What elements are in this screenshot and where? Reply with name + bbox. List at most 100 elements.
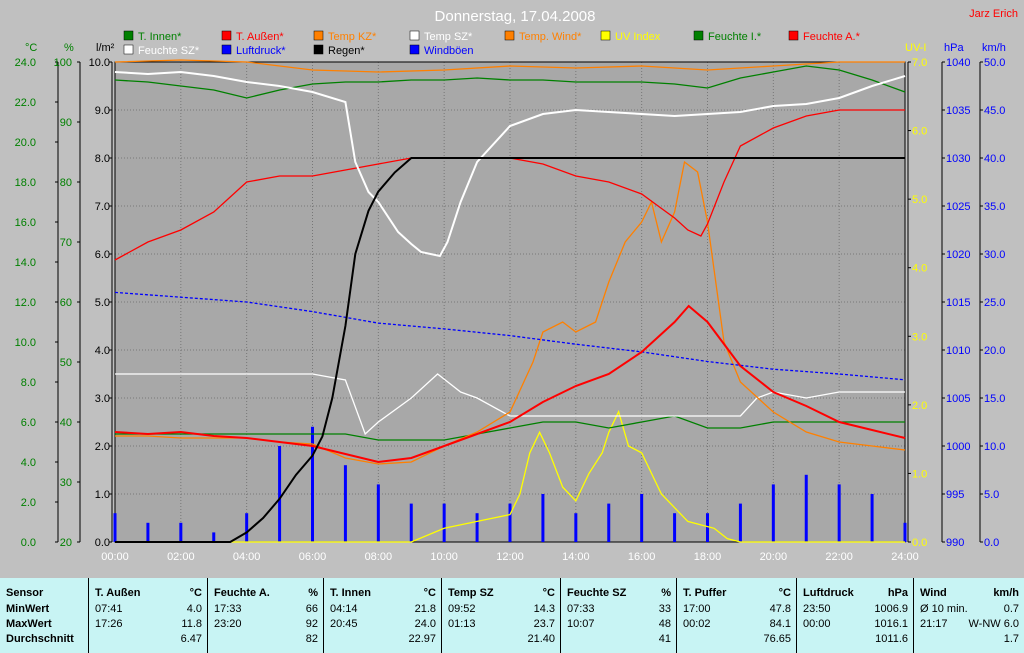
stats-row: MinWert <box>0 602 88 617</box>
stats-cell: 6.47 <box>180 633 202 645</box>
tick-label: 20.0 <box>984 345 1005 357</box>
weather-chart: Donnerstag, 17.04.2008 Jarz Erich T. Inn… <box>14 8 1018 563</box>
tick-label: 12.0 <box>15 297 36 309</box>
stats-cell: 07:33 <box>567 603 595 615</box>
wind-gust-bar <box>475 513 479 542</box>
tick-label: 50 <box>60 357 72 369</box>
stats-cell: 22.97 <box>408 633 436 645</box>
stats-row: 23:20 92 <box>208 617 324 632</box>
tick-label: 4.0 <box>21 457 36 469</box>
tick-label: 1030 <box>946 153 970 165</box>
axis-unit: °C <box>25 42 37 54</box>
stats-row: 01:13 23.7 <box>442 617 561 632</box>
tick-label: 30.0 <box>984 249 1005 261</box>
stats-cell: 48 <box>658 618 671 630</box>
stats-cell: Sensor <box>6 587 44 599</box>
stats-column: Feuchte A.% 17:33 66 23:20 92 82 <box>207 578 324 653</box>
tick-label: 0.0 <box>912 537 927 549</box>
tick-label: 14.0 <box>15 257 36 269</box>
tick-label: 8.0 <box>95 153 110 165</box>
tick-label: 5.0 <box>984 489 999 501</box>
tick-label: 1035 <box>946 105 970 117</box>
stats-cell: 0.7 <box>1003 603 1019 615</box>
stats-column: T. Puffer °C 17:00 47.8 00:02 84.1 76.65 <box>676 578 797 653</box>
tick-label: 6.0 <box>21 417 36 429</box>
stats-cell: Durchschnitt <box>6 633 74 645</box>
legend-item: Regen* <box>328 45 365 57</box>
tick-label: 18.0 <box>15 177 36 189</box>
stats-cell: 41 <box>658 633 671 645</box>
legend-swatch <box>221 44 232 55</box>
stats-cell: T. Außen <box>95 587 141 599</box>
stats-row: Sensor <box>0 586 88 601</box>
stats-cell: 11.8 <box>181 618 202 630</box>
grid <box>114 61 906 543</box>
wind-gust-bar <box>508 503 512 542</box>
stats-row: 1.7 <box>914 632 1024 647</box>
stats-cell: 76.65 <box>763 633 791 645</box>
tick-label: 995 <box>946 489 964 501</box>
axis-unit: l/m² <box>96 42 115 54</box>
axis-unit: % <box>64 42 74 54</box>
stats-row: T. Außen °C <box>89 586 208 601</box>
stats-cell: 01:13 <box>448 618 476 630</box>
stats-cell: 00:00 <box>803 618 831 630</box>
x-tick-label: 24:00 <box>891 551 919 563</box>
tick-label: 0.0 <box>21 537 36 549</box>
stats-row: 21.40 <box>442 632 561 647</box>
legend-swatch <box>313 30 324 41</box>
wind-gust-bar <box>409 503 413 542</box>
stats-cell: 21.8 <box>414 603 436 615</box>
stats-cell: 82 <box>305 633 318 645</box>
stats-cell: 17:26 <box>95 618 123 630</box>
wind-gust-bar <box>804 474 808 542</box>
stats-cell: km/h <box>993 587 1019 599</box>
legend-item: Feuchte SZ* <box>138 45 200 57</box>
stats-cell: 84.1 <box>769 618 791 630</box>
x-tick-label: 10:00 <box>430 551 458 563</box>
wind-gust-bar <box>212 532 216 542</box>
legend-swatch <box>600 30 611 41</box>
tick-label: 35.0 <box>984 201 1005 213</box>
stats-row: 1011.6 <box>797 632 914 647</box>
tick-label: 9.0 <box>95 105 110 117</box>
x-tick-label: 02:00 <box>167 551 195 563</box>
stats-cell: % <box>308 587 318 599</box>
stats-row: 00:02 84.1 <box>677 617 797 632</box>
stats-cell: 66 <box>305 603 318 615</box>
stats-cell: 4.0 <box>186 603 202 615</box>
stats-cell: hPa <box>887 587 908 599</box>
wind-gust-bar <box>311 426 314 542</box>
legend-swatch <box>504 30 515 41</box>
stats-row: 76.65 <box>677 632 797 647</box>
wind-gust-bar <box>376 484 380 542</box>
tick-label: 100 <box>54 57 72 69</box>
tick-label: 1000 <box>946 441 970 453</box>
stats-row: 23:50 1006.9 <box>797 602 914 617</box>
wind-gust-bar <box>179 522 183 542</box>
series-regen <box>115 157 905 543</box>
stats-cell: 1.7 <box>1003 633 1019 645</box>
x-tick-label: 20:00 <box>760 551 788 563</box>
legend-swatch <box>123 30 134 41</box>
stats-row: 09:52 14.3 <box>442 602 561 617</box>
axis-unit: hPa <box>944 42 964 54</box>
stats-row: Wind km/h <box>914 586 1024 601</box>
legend-item: Windböen <box>424 45 474 57</box>
axis-unit: UV-I <box>905 42 926 54</box>
stats-row: Ø 10 min. 0.7 <box>914 602 1024 617</box>
stats-cell: 10:07 <box>567 618 595 630</box>
tick-label: 60 <box>60 297 72 309</box>
tick-label: 16.0 <box>15 217 36 229</box>
tick-label: 1005 <box>946 393 970 405</box>
stats-row: Luftdruck hPa <box>797 586 914 601</box>
x-tick-label: 12:00 <box>496 551 524 563</box>
wind-gust-bar <box>903 522 907 542</box>
stats-cell: Ø 10 min. <box>920 603 968 615</box>
series-t-innen <box>114 65 906 99</box>
stats-cell: 1006.9 <box>874 603 908 615</box>
series-temp-sz <box>114 70 906 258</box>
wind-gust-bar <box>673 513 677 542</box>
stats-row: T. Puffer °C <box>677 586 797 601</box>
stats-cell: 21.40 <box>527 633 555 645</box>
